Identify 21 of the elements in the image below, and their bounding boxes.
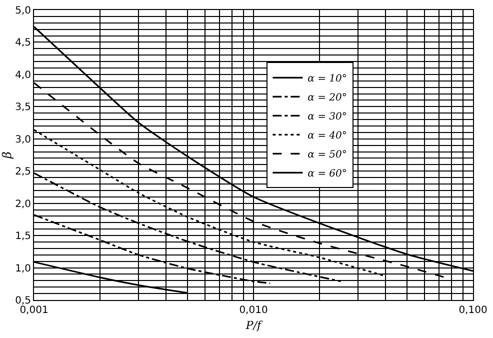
y-tick-label: 1,5 bbox=[15, 231, 31, 242]
y-axis-title: β bbox=[0, 151, 14, 160]
y-tick-label: 4,0 bbox=[15, 70, 31, 81]
y-tick-label: 1,0 bbox=[15, 263, 31, 274]
y-tick-label: 2,0 bbox=[15, 198, 31, 210]
legend-label: α = 10° bbox=[308, 74, 347, 85]
x-axis-title: P/f bbox=[244, 319, 264, 332]
y-tick-label: 5,0 bbox=[15, 6, 31, 16]
x-tick-label: 0,100 bbox=[458, 305, 488, 316]
legend-label: α = 30° bbox=[308, 112, 347, 123]
x-tick-label: 0,010 bbox=[239, 305, 268, 316]
legend-label: α = 50° bbox=[308, 150, 347, 161]
legend-label: α = 20° bbox=[308, 92, 347, 104]
y-tick-label: 3,0 bbox=[15, 134, 31, 146]
y-tick-label: 0,5 bbox=[15, 296, 31, 306]
legend-label: α = 60° bbox=[308, 168, 347, 180]
y-tick-label: 4,5 bbox=[15, 38, 31, 49]
y-tick-label: 2,5 bbox=[15, 166, 31, 178]
x-tick-label: 0,001 bbox=[20, 305, 48, 316]
y-tick-label: 3,5 bbox=[15, 102, 31, 114]
legend-label: α = 40° bbox=[308, 130, 347, 142]
